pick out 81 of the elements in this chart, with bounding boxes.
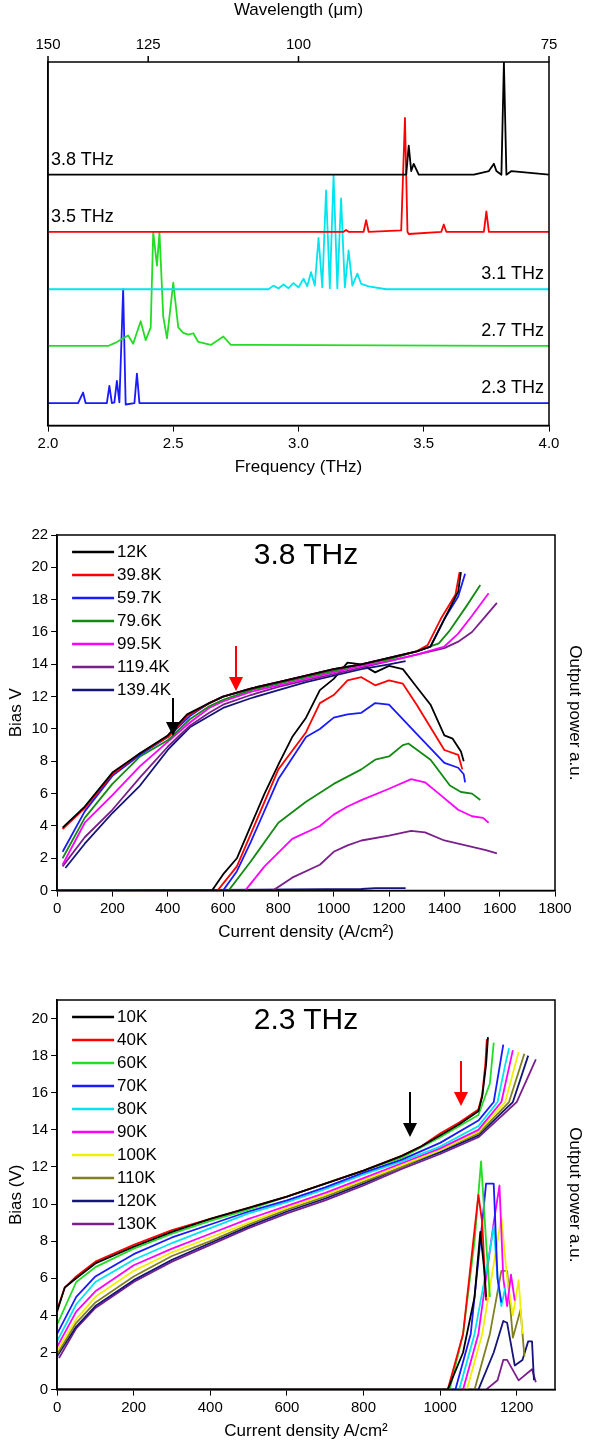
legend-label: 119.4K [117,656,171,676]
x-axis-title: Current density A/cm² [224,1421,389,1441]
y-tick-label: 16 [31,1082,49,1100]
legend-label: 100K [117,1144,158,1164]
series-label: 2.3 THz [481,377,544,398]
x-tick-label: 0 [52,1397,62,1415]
chart-title: 3.8 THz [253,537,359,571]
y-tick-label: 18 [31,1045,49,1063]
y-tick-label: 2 [39,1342,49,1360]
y2-axis-title: Output power a.u. [566,1127,586,1263]
chart-title: 2.3 THz [253,1002,359,1036]
x-tick-label: 800 [265,898,291,916]
legend-label: 120K [117,1190,158,1210]
annotation: 100 [285,34,312,52]
annotation: 150 [35,34,61,52]
y-tick-label: 12 [31,1157,49,1175]
y-tick-label: 20 [31,557,49,575]
x-tick-label: 1400 [427,898,462,916]
y-tick-label: 4 [39,816,49,834]
legend-label: 99.5K [117,633,163,653]
legend-label: 110K [117,1167,157,1187]
x-tick-label: 600 [274,1397,300,1415]
y-tick-label: 6 [39,783,49,801]
x-tick-label: 1800 [538,898,572,916]
x-tick-label: 3.5 [413,433,435,451]
series-label: 3.8 THz [51,148,114,169]
x-tick-label: 2.5 [162,433,184,451]
series-label: 3.5 THz [51,205,114,226]
series-label: 3.1 THz [481,263,544,284]
x-tick-label: 4.0 [538,433,560,451]
x-tick-label: 200 [99,898,125,916]
y-tick-label: 8 [39,751,49,769]
x-tick-label: 600 [210,898,236,916]
y-tick-label: 8 [39,1231,49,1249]
legend-label: 90K [117,1121,148,1141]
annotation: 125 [135,34,161,52]
x-tick-label: 1000 [317,898,351,916]
x-axis-title: Current density (A/cm²) [218,922,394,942]
series-label: 2.7 THz [481,319,544,340]
x-tick-label: 1600 [482,898,517,916]
y-tick-label: 10 [31,719,49,737]
y-tick-label: 20 [31,1008,49,1026]
legend-label: 70K [117,1075,148,1095]
x-tick-label: 0 [52,898,62,916]
legend-label: 59.7K [117,587,163,607]
legend-label: 12K [117,541,148,561]
x-tick-label: 400 [155,898,181,916]
legend-label: 39.8K [117,564,163,584]
y-axis-title: Bias V [5,687,25,738]
y-axis-title: Bias (V) [5,1164,25,1226]
y-tick-label: 18 [31,589,49,607]
x-tick-label: 3.0 [288,433,309,451]
y-tick-label: 12 [31,686,49,704]
y-tick-label: 22 [31,525,49,543]
legend-label: 130K [117,1213,158,1233]
legend-label: 40K [117,1029,148,1049]
y-tick-label: 10 [31,1194,49,1212]
x-tick-label: 2.0 [37,433,59,451]
x-axis-title: Frequency (THz) [234,457,363,477]
y2-axis-title: Output power a.u. [566,645,586,781]
legend-label: 80K [117,1098,148,1118]
annotation: 75 [540,34,558,52]
x-tick-label: 1200 [500,1397,534,1415]
x-tick-label: 1000 [423,1397,457,1415]
y-tick-label: 2 [39,848,49,866]
y-tick-label: 0 [39,1379,49,1397]
x2-axis-title: Wavelength (μm) [233,0,364,20]
x-tick-label: 800 [350,1397,377,1415]
x-tick-label: 400 [197,1397,223,1415]
y-tick-label: 4 [39,1305,49,1323]
y-tick-label: 16 [31,622,49,640]
y-tick-label: 6 [39,1268,49,1286]
x-tick-label: 200 [121,1397,147,1415]
legend-label: 10K [117,1006,148,1026]
legend-label: 79.6K [117,610,163,630]
y-tick-label: 14 [31,654,49,672]
legend-label: 139.4K [117,679,172,699]
x-tick-label: 1200 [372,898,406,916]
y-tick-label: 0 [39,880,49,898]
legend-label: 60K [117,1052,148,1072]
y-tick-label: 14 [31,1120,49,1138]
